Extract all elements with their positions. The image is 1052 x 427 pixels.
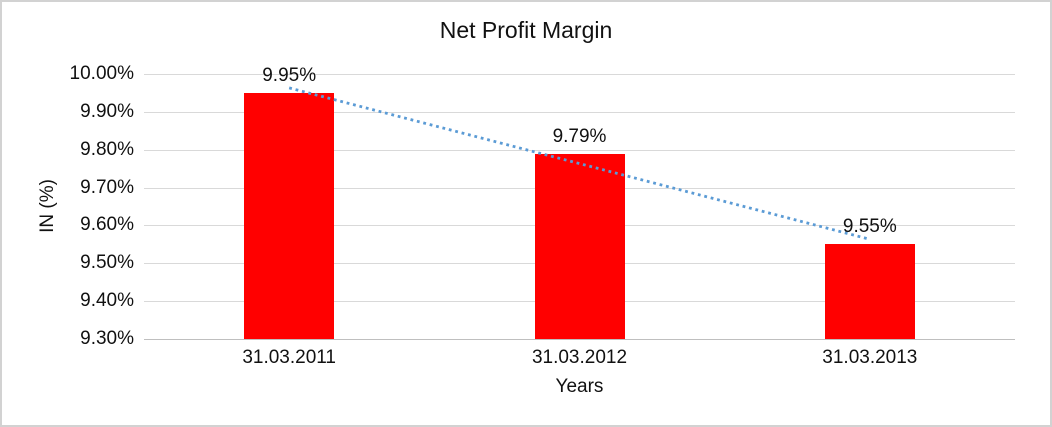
y-tick-label: 9.80% (80, 138, 134, 160)
y-tick-label: 9.60% (80, 214, 134, 236)
y-tick-label: 9.90% (80, 100, 134, 122)
y-tick-label: 9.70% (80, 176, 134, 198)
x-axis-title: Years (555, 376, 604, 397)
bar-data-label: 9.79% (552, 125, 607, 147)
x-category-label: 31.03.2012 (531, 347, 628, 368)
gridline (144, 149, 1015, 151)
x-category-label: 31.03.2013 (822, 347, 918, 368)
x-axis-line (144, 339, 1015, 340)
x-category-label: 31.03.2011 (242, 347, 336, 368)
y-tick-label: 10.00% (69, 63, 134, 84)
bar-data-label: 9.95% (262, 64, 317, 86)
bar-data-label: 9.55% (842, 216, 897, 238)
bar (534, 153, 625, 339)
gridline (144, 111, 1015, 113)
bar (244, 92, 335, 339)
chart-title: Net Profit Margin (439, 17, 613, 43)
y-tick-label: 9.50% (80, 252, 134, 274)
plot-area: 9.95% 9.79% 9.55% (144, 65, 1015, 340)
y-tick-label: 9.30% (80, 328, 134, 349)
bar (824, 244, 915, 339)
trendline (288, 86, 871, 241)
gridline (144, 74, 1015, 75)
y-tick-label: 9.40% (80, 290, 134, 312)
